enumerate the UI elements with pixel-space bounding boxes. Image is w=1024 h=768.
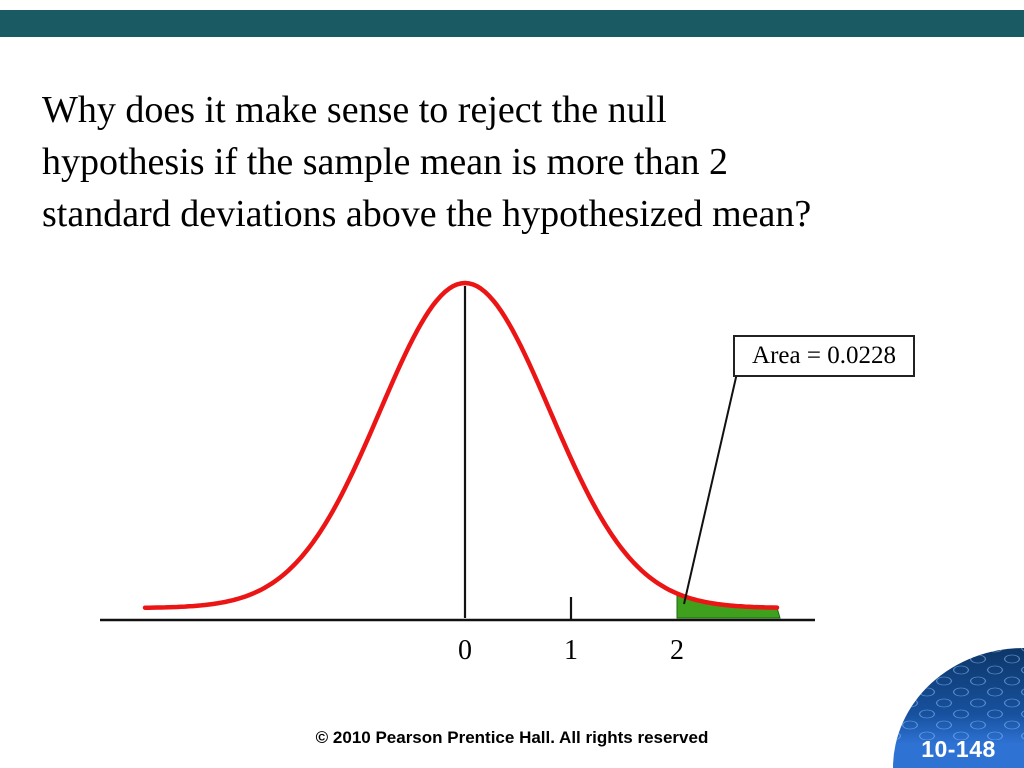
title-line-3: standard deviations above the hypothesiz… xyxy=(42,193,812,235)
slide-number: 10-148 xyxy=(921,736,996,762)
badge-ellipse-pattern xyxy=(893,648,1024,740)
distribution-svg: 0 1 2 xyxy=(100,280,815,666)
title-line-2: hypothesis if the sample mean is more th… xyxy=(42,141,728,183)
svg-text:2: 2 xyxy=(670,635,684,666)
slide-title: Why does it make sense to reject the nul… xyxy=(42,84,992,240)
top-bar xyxy=(0,10,1024,37)
area-annotation-box: Area = 0.0228 xyxy=(733,335,915,377)
title-line-1: Why does it make sense to reject the nul… xyxy=(42,89,667,131)
copyright-text: © 2010 Pearson Prentice Hall. All rights… xyxy=(315,728,709,747)
svg-text:1: 1 xyxy=(564,635,578,666)
slide-number-badge: 10-148 xyxy=(893,648,1024,768)
svg-text:0: 0 xyxy=(458,635,472,666)
